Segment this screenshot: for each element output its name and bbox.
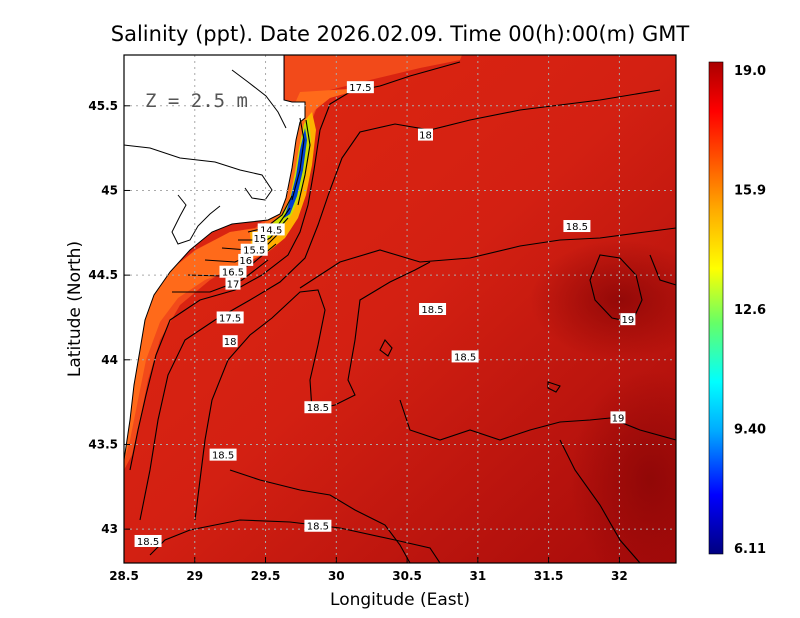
contour-label: 19 [612, 413, 625, 424]
contour-label-box [610, 411, 626, 424]
contour-label: 15.5 [243, 246, 265, 257]
contour-label-box [417, 128, 433, 141]
x-tick-label: 31 [469, 569, 486, 583]
contour-label: 18.5 [421, 305, 443, 316]
contour-label-box [252, 231, 268, 244]
contour-label: 17.5 [219, 313, 241, 324]
y-tick-label: 43 [101, 522, 118, 536]
contour-label: 18 [419, 131, 432, 142]
x-tick-label: 32 [611, 569, 628, 583]
contour-label-box [225, 277, 241, 290]
contour-label-box [451, 350, 479, 363]
contour-label-box [620, 313, 636, 326]
contour-label-box [209, 448, 237, 461]
y-axis: 43 43.5 44 44.5 45 45.5 [88, 99, 130, 536]
contour-label-box [563, 220, 591, 233]
contour-label: 18.5 [454, 352, 476, 363]
contour-label-box [222, 335, 238, 348]
contour-label: 17 [227, 280, 240, 291]
contour-label: 16.5 [222, 268, 244, 279]
contour-18 [139, 89, 661, 521]
contour-label: 18.5 [566, 222, 588, 233]
y-tick-label: 44.5 [88, 268, 118, 282]
contour-label: 17.5 [349, 83, 371, 94]
contour-plume-1 [291, 117, 305, 201]
contour-label-box [216, 311, 244, 324]
y-axis-title: Latitude (North) [65, 241, 85, 377]
contour-label: 16 [239, 256, 252, 267]
contour-label-box [419, 303, 447, 315]
contour-label-box [346, 81, 374, 94]
contour-18-5-eddy [379, 339, 393, 357]
colorbar-tick-label: 12.6 [734, 303, 766, 318]
contour-label-box [240, 243, 268, 256]
contour-18-5-southwest [229, 469, 411, 563]
x-tick-label: 29 [186, 569, 203, 583]
contour-front-1 [247, 195, 293, 233]
y-tick-label: 45 [101, 183, 118, 197]
x-tick-label: 30.5 [392, 569, 422, 583]
x-tick-label: 28.5 [109, 569, 139, 583]
plot-frame [123, 54, 677, 564]
contour-label-box [304, 519, 332, 532]
contour-19-ring [649, 254, 676, 286]
colorbar: 19.0 15.9 12.6 9.40 6.11 [708, 61, 766, 557]
x-axis-title: Longitude (East) [330, 590, 470, 610]
x-axis: 28.5 29 29.5 30 30.5 31 31.5 32 [109, 557, 628, 583]
colorbar-ticks: 19.0 15.9 12.6 9.40 6.11 [734, 64, 766, 557]
contour-label: 18.5 [307, 522, 329, 533]
contour-label: 14.5 [260, 225, 282, 236]
contour-18-5-coast [149, 519, 441, 563]
coastline [124, 55, 306, 461]
lake-outline-north [231, 69, 287, 129]
high-salinity-patch-south [570, 370, 676, 563]
contour-18-5-west [194, 261, 431, 521]
contour-plume-2 [297, 119, 311, 206]
contour-label: 19 [622, 315, 635, 326]
contour-18-5-east [299, 227, 676, 289]
chart-title: Salinity (ppt). Date 2026.02.09. Time 00… [111, 22, 690, 46]
y-tick-label: 44 [101, 353, 118, 367]
y-tick-label: 45.5 [88, 99, 118, 113]
y-tick-label: 43.5 [88, 437, 118, 451]
x-tick-label: 29.5 [251, 569, 281, 583]
x-tick-label: 30 [328, 569, 345, 583]
contour-label: 15 [254, 234, 267, 245]
contour-19-south [559, 439, 641, 563]
high-salinity-patch [530, 240, 676, 360]
contour-18-5-eddy-2 [547, 381, 561, 393]
contour-label: 18 [224, 337, 237, 348]
colorbar-tick-label: 6.11 [734, 542, 766, 557]
contour-label-box [238, 253, 254, 266]
depth-annotation: Z = 2.5 m [145, 90, 248, 112]
lagoon-outline [171, 194, 221, 245]
contour-label-box [134, 534, 162, 547]
colorbar-tick-label: 15.9 [734, 184, 766, 199]
contour-label-box [304, 401, 332, 414]
contour-label: 18.5 [137, 537, 159, 548]
river-plume-fresh [284, 128, 307, 218]
colorbar-tick-label: 9.40 [734, 423, 766, 438]
contour-label-box [219, 265, 247, 278]
lake-outline [124, 144, 273, 201]
colorbar-tick-label: 19.0 [734, 64, 766, 79]
contour-label: 18.5 [212, 451, 234, 462]
contour-label: 18.5 [307, 403, 329, 414]
grid [124, 55, 676, 563]
land-mass [124, 55, 305, 460]
plot-area: Z = 2.5 m 17.51818.514.51515.51616.51717… [124, 55, 676, 563]
x-tick-label: 31.5 [534, 569, 564, 583]
colorbar-scale [708, 61, 724, 555]
